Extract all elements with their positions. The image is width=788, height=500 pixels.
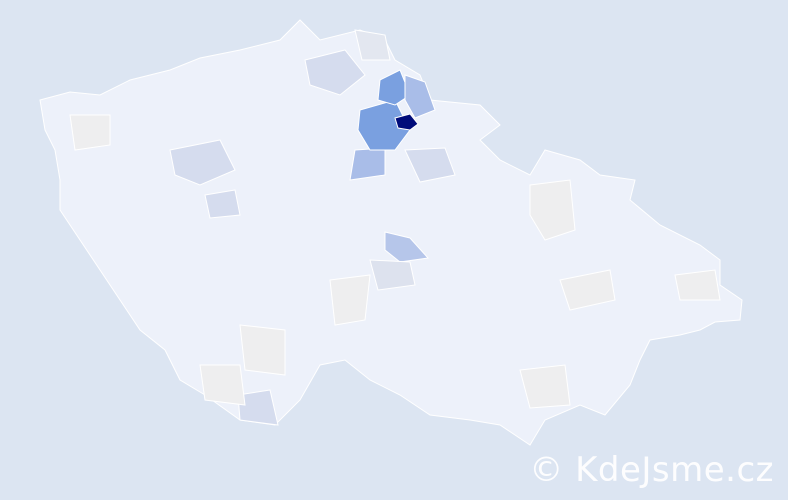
region-neutral	[199, 364, 246, 406]
region-neutral	[519, 364, 571, 409]
region-light	[204, 189, 241, 219]
watermark: © KdeJsme.cz	[529, 450, 774, 490]
region-strong	[377, 69, 411, 106]
region-light	[404, 147, 456, 183]
region-neutral	[239, 324, 286, 376]
region-light	[354, 29, 391, 61]
region-medium	[404, 74, 436, 119]
region-light	[304, 49, 366, 96]
region-highest	[394, 113, 419, 131]
region-neutral	[69, 114, 111, 151]
region-neutral	[674, 269, 721, 301]
region-light	[169, 139, 236, 186]
region-medium	[349, 147, 386, 181]
region-light	[237, 389, 279, 426]
region-neutral	[529, 179, 576, 241]
region-shading	[69, 29, 721, 426]
region-neutral	[559, 269, 616, 311]
region-light	[369, 259, 416, 291]
region-medium	[384, 231, 429, 263]
region-neutral	[329, 274, 371, 326]
